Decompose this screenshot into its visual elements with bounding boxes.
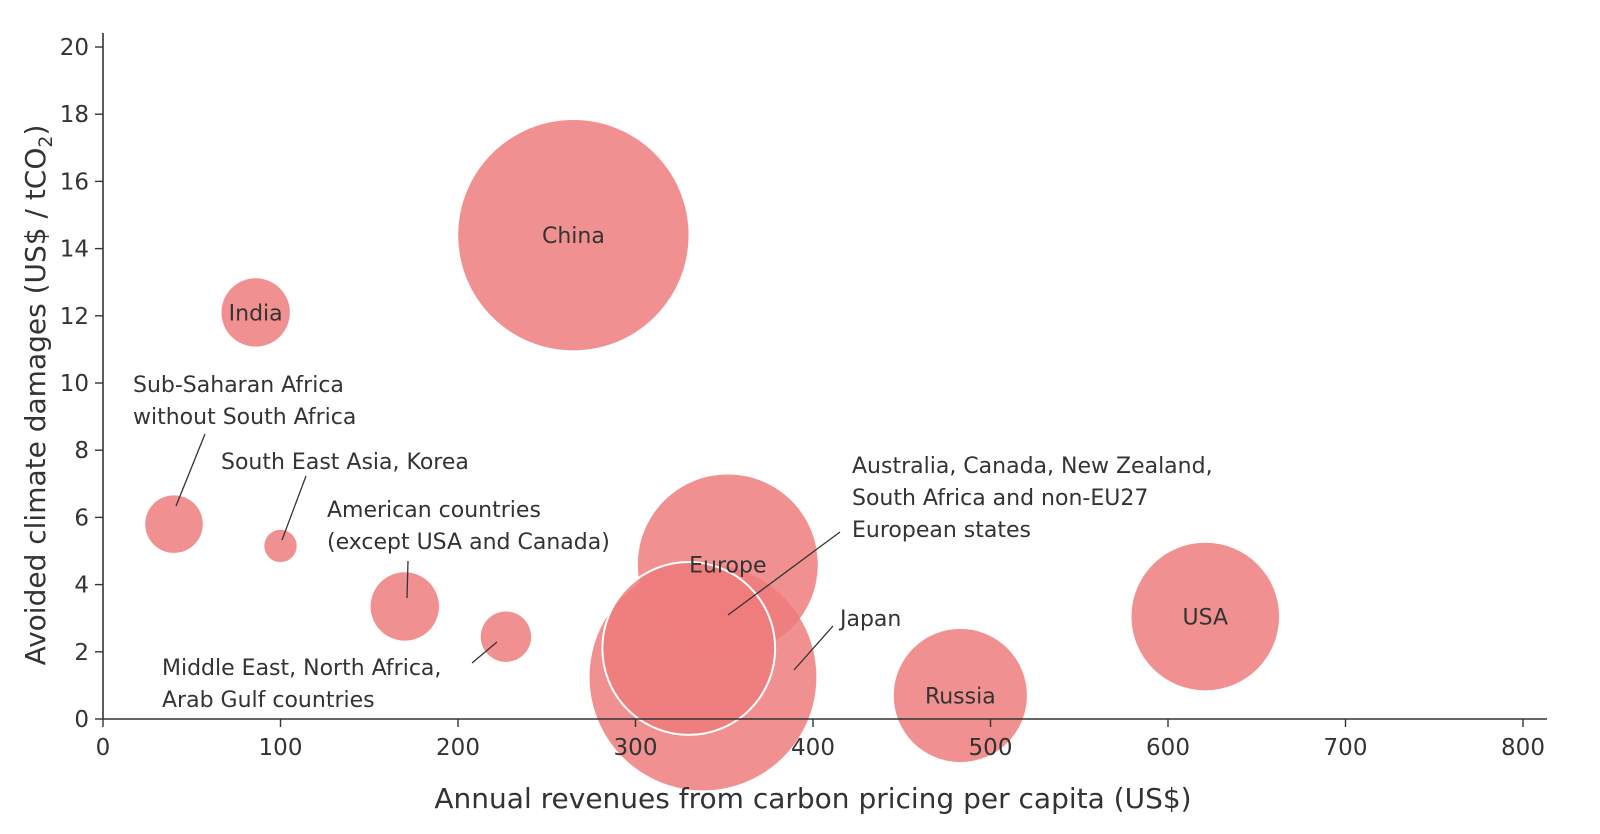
bubble-label-line: Arab Gulf countries <box>162 688 375 713</box>
x-tick-label-600: 600 <box>1146 735 1190 761</box>
bubble-russia <box>893 628 1027 763</box>
bubble-label-line: without South Africa <box>133 405 356 430</box>
bubble-label-south-east-asia-korea: South East Asia, Korea <box>221 450 469 475</box>
bubble-australia-canada-new-zealand-south-africa-and-non-eu27-european-states <box>601 561 777 736</box>
axes <box>102 33 1547 720</box>
bubble-usa <box>1131 542 1280 691</box>
label-group-usa: USA <box>1183 606 1229 631</box>
y-axis-ticks: 0 2 4 6 8 10 12 14 16 18 20 <box>60 35 103 733</box>
bubble-labels: China India Sub-Saharan Africa without Sout… <box>133 224 1228 713</box>
bubble-label-line: European states <box>852 518 1031 543</box>
x-tick-label-100: 100 <box>259 735 303 761</box>
leader-lines <box>175 433 841 671</box>
leader-japan <box>793 625 834 671</box>
x-axis-ticks: 0 100 200 300 400 500 600 700 800 <box>96 719 1545 761</box>
label-group-europe: Europe <box>689 553 766 578</box>
leader-south-east-asia-korea <box>281 475 307 541</box>
y-tick-label-0: 0 <box>74 707 89 733</box>
x-tick-label-200: 200 <box>436 735 480 761</box>
bubble-label-line: Australia, Canada, New Zealand, <box>852 454 1213 479</box>
bubble-label-line: American countries <box>327 498 541 523</box>
bubble-label-line: South East Asia, Korea <box>221 450 469 475</box>
bubble-label-japan: Japan <box>838 607 901 632</box>
y-tick-label-4: 4 <box>74 573 89 599</box>
bubble-label-line: Middle East, North Africa, <box>162 656 441 681</box>
label-group-south-east-asia-korea: South East Asia, Korea <box>221 450 469 475</box>
bubble-label-europe: Europe <box>689 553 766 578</box>
bubble-label-middle-east-north-africa-arab-gulf-countries: Middle East, North Africa, Arab Gulf coun… <box>162 656 441 713</box>
y-tick-label-2: 2 <box>74 640 89 666</box>
x-tick-label-0: 0 <box>96 735 111 761</box>
x-axis-title: Annual revenues from carbon pricing per … <box>434 782 1191 815</box>
leader-american-countries-except-usa-and-canada <box>406 560 409 599</box>
bubble-label-line: South Africa and non-EU27 <box>852 486 1148 511</box>
y-tick-label-14: 14 <box>60 237 89 263</box>
y-axis-title-main: Avoided climate damages (US$ / tCO <box>19 148 52 666</box>
label-group-australia-canada-new-zealand-south-africa-and-non-eu27-european-states: Australia, Canada, New Zealand, South Afr… <box>852 454 1213 543</box>
bubbles-layer <box>145 119 1280 791</box>
bubble-india <box>221 278 290 347</box>
y-tick-label-12: 12 <box>60 304 89 330</box>
x-tick-label-300: 300 <box>614 735 658 761</box>
label-group-middle-east-north-africa-arab-gulf-countries: Middle East, North Africa, Arab Gulf coun… <box>162 656 441 713</box>
y-tick-label-10: 10 <box>60 371 89 397</box>
bubble-label-line: Sub-Saharan Africa <box>133 373 344 398</box>
x-tick-label-500: 500 <box>969 735 1013 761</box>
bubble-south-east-asia-korea <box>264 529 297 563</box>
label-group-japan: Japan <box>838 607 901 632</box>
x-tick-label-700: 700 <box>1324 735 1368 761</box>
bubble-label-china: China <box>542 224 605 249</box>
bubble-label-line: (except USA and Canada) <box>327 530 610 555</box>
bubble-label-sub-saharan-africa-without-south-africa: Sub-Saharan Africa without South Africa <box>133 373 356 430</box>
label-group-sub-saharan-africa-without-south-africa: Sub-Saharan Africa without South Africa <box>133 373 356 430</box>
bubble-label-line: Japan <box>838 607 901 632</box>
y-tick-label-20: 20 <box>60 35 89 61</box>
bubble-label-usa: USA <box>1183 606 1229 631</box>
y-tick-label-18: 18 <box>60 102 89 128</box>
bubble-label-american-countries-except-usa-and-canada: American countries (except USA and Canada… <box>327 498 610 555</box>
x-tick-label-800: 800 <box>1501 735 1545 761</box>
y-tick-label-8: 8 <box>74 438 89 464</box>
bubble-middle-east-north-africa-arab-gulf-countries <box>480 611 532 662</box>
y-axis-title-end: ) <box>19 125 52 136</box>
y-tick-label-6: 6 <box>74 505 89 531</box>
label-group-india: India <box>229 301 283 326</box>
label-group-american-countries-except-usa-and-canada: American countries (except USA and Canada… <box>327 498 610 555</box>
leader-middle-east-north-africa-arab-gulf-countries <box>471 641 498 664</box>
leader-sub-saharan-africa-without-south-africa <box>175 433 206 507</box>
y-axis-title: Avoided climate damages (US$ / tCO2) <box>19 125 57 666</box>
leader-australia-canada-new-zealand-south-africa-and-non-eu27-european-states <box>727 531 841 616</box>
bubble-china <box>458 119 689 351</box>
y-axis-title-subscript: 2 <box>35 136 57 148</box>
bubble-american-countries-except-usa-and-canada <box>370 572 439 641</box>
label-group-china: China <box>542 224 605 249</box>
y-tick-label-16: 16 <box>60 169 89 195</box>
bubble-label-australia-canada-new-zealand-south-africa-and-non-eu27-european-states: Australia, Canada, New Zealand, South Afr… <box>852 454 1213 543</box>
bubble-sub-saharan-africa-without-south-africa <box>145 495 203 553</box>
x-tick-label-400: 400 <box>791 735 835 761</box>
bubble-label-india: India <box>229 301 283 326</box>
label-group-russia: Russia <box>925 684 996 709</box>
bubble-label-russia: Russia <box>925 684 996 709</box>
